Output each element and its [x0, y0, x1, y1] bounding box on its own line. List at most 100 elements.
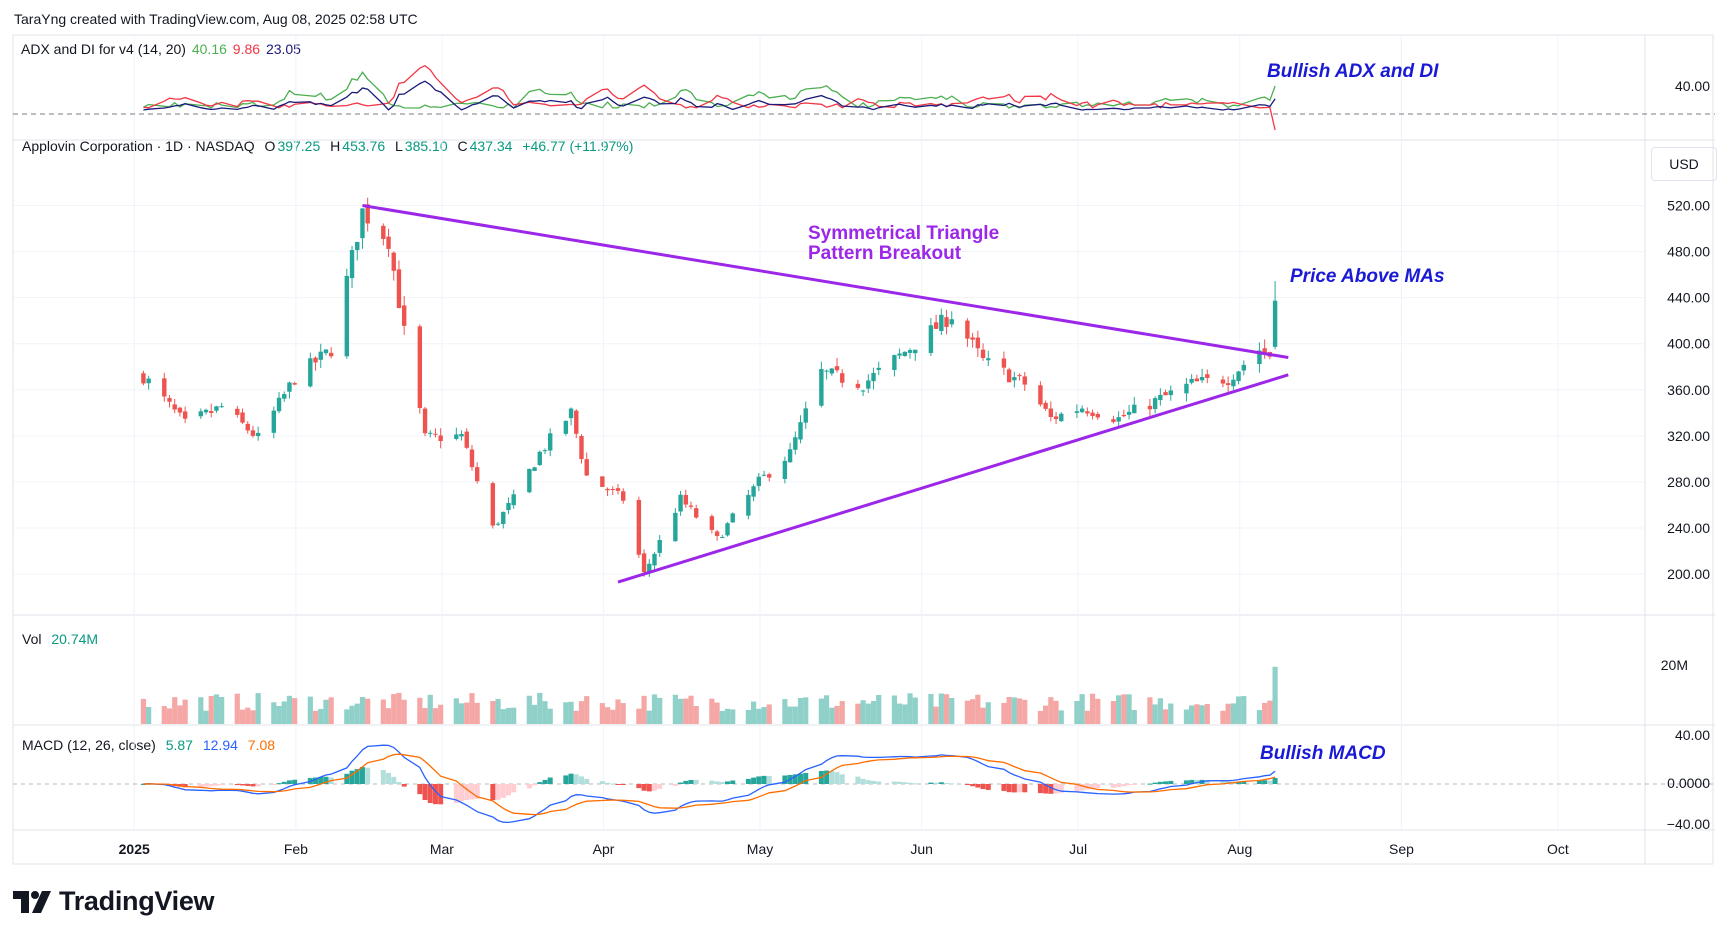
candle-body	[433, 433, 438, 435]
candle-body	[474, 467, 480, 482]
macd-histogram-bar	[860, 778, 866, 784]
volume-bar	[495, 698, 501, 724]
candle-body	[803, 408, 808, 423]
y-tick-label: 200.00	[1667, 566, 1710, 582]
macd-histogram-bar	[1001, 784, 1007, 791]
tradingview-wordmark: TradingView	[59, 886, 215, 916]
candle-body	[819, 369, 824, 406]
macd-histogram-bar	[547, 777, 553, 784]
y-tick-label: 400.00	[1667, 336, 1710, 352]
adx-legend[interactable]: ADX and DI for v4 (14, 20) 40.16 9.86 23…	[21, 41, 303, 57]
candle-body	[1059, 413, 1064, 422]
candle-body	[584, 459, 589, 476]
macd-histogram-bar	[505, 784, 511, 796]
candle-body	[657, 540, 662, 553]
volume-bar	[787, 706, 793, 724]
candle-body	[574, 410, 579, 434]
pattern-label-line1: Symmetrical Triangle	[808, 223, 999, 244]
volume-bar	[719, 710, 725, 724]
macd-histogram-bar	[855, 776, 861, 784]
volume-bar	[907, 693, 913, 724]
macd-histogram-bar	[573, 774, 579, 784]
candle-body	[871, 372, 876, 382]
volume-bar	[943, 694, 950, 724]
candle-body	[1163, 392, 1168, 396]
macd-histogram-bar	[824, 770, 830, 784]
macd-histogram-bar	[1017, 784, 1023, 793]
volume-bar	[1256, 710, 1263, 724]
candle-body	[944, 317, 949, 327]
macd-histogram-bar	[938, 782, 944, 784]
volume-bar	[1089, 693, 1096, 724]
volume-bar	[328, 697, 334, 724]
volume-bar	[438, 704, 444, 724]
volume-bar	[568, 701, 574, 724]
macd-histogram-bar	[391, 776, 397, 784]
volume-bar	[271, 702, 277, 724]
macd-histogram-bar	[688, 779, 694, 784]
chart-frame	[12, 34, 1714, 865]
macd-histogram-bar	[511, 784, 517, 793]
volume-bar	[792, 706, 798, 724]
volume-bar	[938, 693, 944, 724]
volume-bar	[870, 700, 877, 724]
candle-body	[459, 433, 464, 437]
volume-bar	[391, 694, 397, 724]
low-value: 385.10	[404, 138, 448, 154]
volume-bar	[1011, 697, 1017, 724]
volume-bar	[610, 709, 616, 724]
macd-axis-label: −40.00	[1667, 816, 1710, 832]
macd-histogram-bar	[792, 774, 798, 784]
tradingview-logo[interactable]: TradingView	[13, 886, 215, 917]
volume-bar	[401, 699, 407, 724]
ma-note: Price Above MAs	[1290, 266, 1445, 287]
candle-body	[829, 368, 835, 374]
macd-histogram-bar	[422, 784, 428, 801]
volume-bar	[505, 707, 512, 724]
price-legend[interactable]: Applovin Corporation · 1D · NASDAQ O 397.…	[22, 138, 635, 154]
macd-histogram-bar	[725, 781, 731, 784]
volume-bar	[912, 697, 918, 724]
volume-bar	[1235, 696, 1242, 724]
volume-bar	[745, 709, 751, 724]
macd-histogram-bar	[208, 784, 214, 787]
macd-histogram-bar	[459, 784, 465, 802]
volume-legend[interactable]: Vol 20.74M	[22, 631, 100, 647]
x-tick-label: May	[747, 841, 773, 857]
candle-body	[1017, 375, 1022, 377]
volume-bar	[453, 698, 459, 724]
change-value: +46.77 (+11.97%)	[522, 138, 634, 154]
volume-bar	[161, 706, 167, 724]
volume-bar	[547, 708, 553, 724]
macd-histogram-bar	[714, 781, 720, 784]
x-tick-label: Feb	[284, 841, 308, 857]
candle-body	[1038, 385, 1043, 405]
volume-bar	[1131, 709, 1137, 724]
macd-histogram-bar	[292, 779, 298, 784]
volume-bar	[985, 702, 991, 724]
macd-histogram-bar	[354, 769, 360, 784]
high-value: 453.76	[342, 138, 386, 154]
candle-body	[1225, 383, 1231, 385]
candle-body	[235, 408, 240, 415]
low-label: L	[395, 138, 403, 154]
candle-body	[600, 476, 605, 487]
candle-body	[203, 409, 209, 413]
macd-histogram-bar	[985, 784, 991, 790]
macd-histogram-bar	[318, 776, 324, 784]
candle-body	[344, 275, 350, 357]
volume-bar	[365, 698, 371, 724]
macd-legend[interactable]: MACD (12, 26, close) 5.87 12.94 7.08	[22, 737, 277, 753]
volume-bar	[677, 698, 684, 724]
macd-histogram-bar	[1272, 777, 1278, 784]
volume-bar	[1084, 710, 1090, 724]
high-label: H	[330, 138, 341, 154]
volume-bar	[1157, 698, 1163, 724]
macd-histogram-bar	[584, 778, 590, 784]
currency-button[interactable]: USD	[1651, 147, 1717, 181]
candle-body	[214, 406, 219, 411]
candle-body	[1152, 398, 1158, 410]
volume-bar	[172, 697, 178, 724]
macd-histogram-bar	[891, 781, 897, 784]
